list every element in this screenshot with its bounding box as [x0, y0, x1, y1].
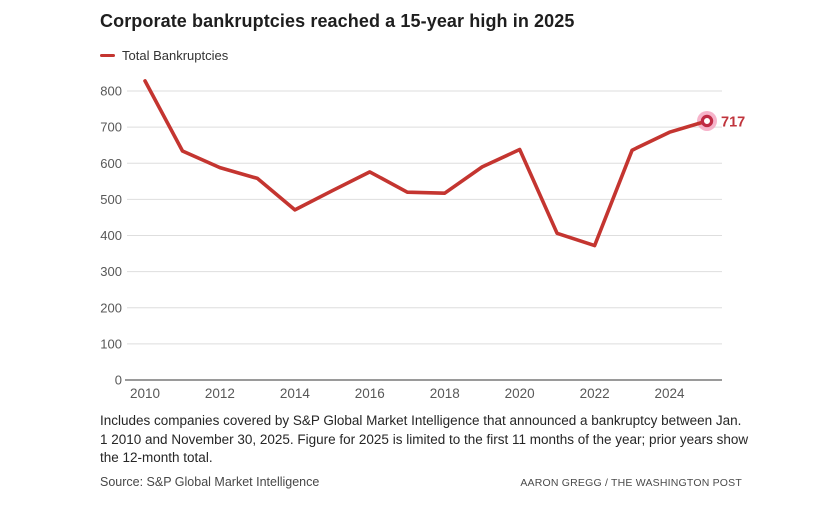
x-tick-label-2022: 2022 [580, 386, 610, 401]
legend-line-swatch [100, 53, 115, 58]
credit-note: AARON GREGG / THE WASHINGTON POST [520, 477, 742, 489]
legend: Total Bankruptcies [100, 48, 228, 63]
y-tick-label-600: 600 [100, 156, 122, 171]
x-tick-label-2018: 2018 [430, 386, 460, 401]
chart-footnote: Includes companies covered by S&P Global… [100, 413, 749, 466]
y-tick-label-100: 100 [100, 336, 122, 351]
y-tick-label-200: 200 [100, 300, 122, 315]
y-tick-label-800: 800 [100, 84, 122, 99]
x-tick-label-2010: 2010 [130, 386, 160, 401]
source-note: Source: S&P Global Market Intelligence [100, 475, 320, 489]
y-tick-label-500: 500 [100, 192, 122, 207]
x-tick-label-2016: 2016 [355, 386, 385, 401]
y-tick-label-400: 400 [100, 228, 122, 243]
y-tick-label-0: 0 [115, 373, 122, 388]
x-tick-label-2020: 2020 [505, 386, 535, 401]
y-tick-label-700: 700 [100, 120, 122, 135]
legend-label: Total Bankruptcies [122, 48, 229, 63]
end-point-value-label: 717 [721, 114, 745, 130]
y-tick-label-300: 300 [100, 264, 122, 279]
x-tick-label-2014: 2014 [280, 386, 311, 401]
series-line-total-bankruptcies [143, 79, 709, 248]
x-tick-label-2012: 2012 [205, 386, 235, 401]
end-point-marker [700, 114, 714, 128]
chart-title: Corporate bankruptcies reached a 15-year… [100, 11, 575, 31]
x-tick-label-2024: 2024 [655, 386, 686, 401]
byline-row: Source: S&P Global Market Intelligence A… [100, 475, 742, 489]
